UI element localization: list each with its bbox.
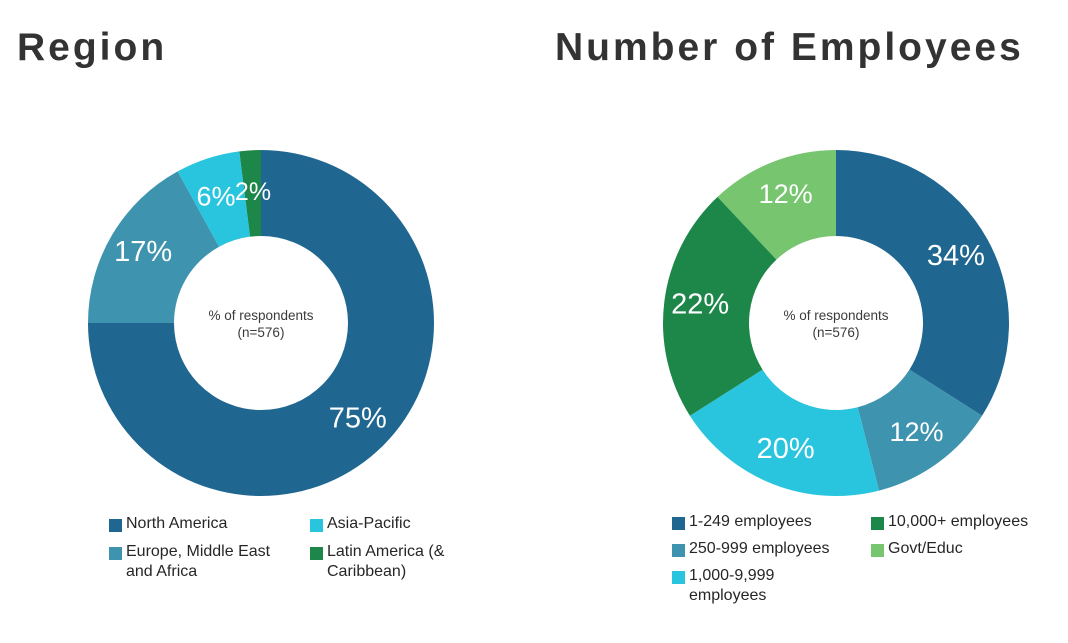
svg-text:(n=576): (n=576) (238, 325, 285, 340)
svg-text:6%: 6% (196, 182, 235, 212)
svg-text:34%: 34% (927, 240, 985, 272)
svg-text:17%: 17% (114, 236, 172, 268)
svg-text:12%: 12% (889, 417, 943, 447)
svg-text:% of respondents: % of respondents (208, 308, 313, 323)
svg-text:2%: 2% (235, 178, 271, 206)
svg-text:20%: 20% (757, 433, 815, 465)
svg-text:12%: 12% (759, 179, 813, 209)
svg-text:% of respondents: % of respondents (783, 308, 888, 323)
svg-text:(n=576): (n=576) (813, 325, 860, 340)
svg-text:75%: 75% (329, 402, 387, 434)
svg-text:22%: 22% (671, 288, 729, 320)
